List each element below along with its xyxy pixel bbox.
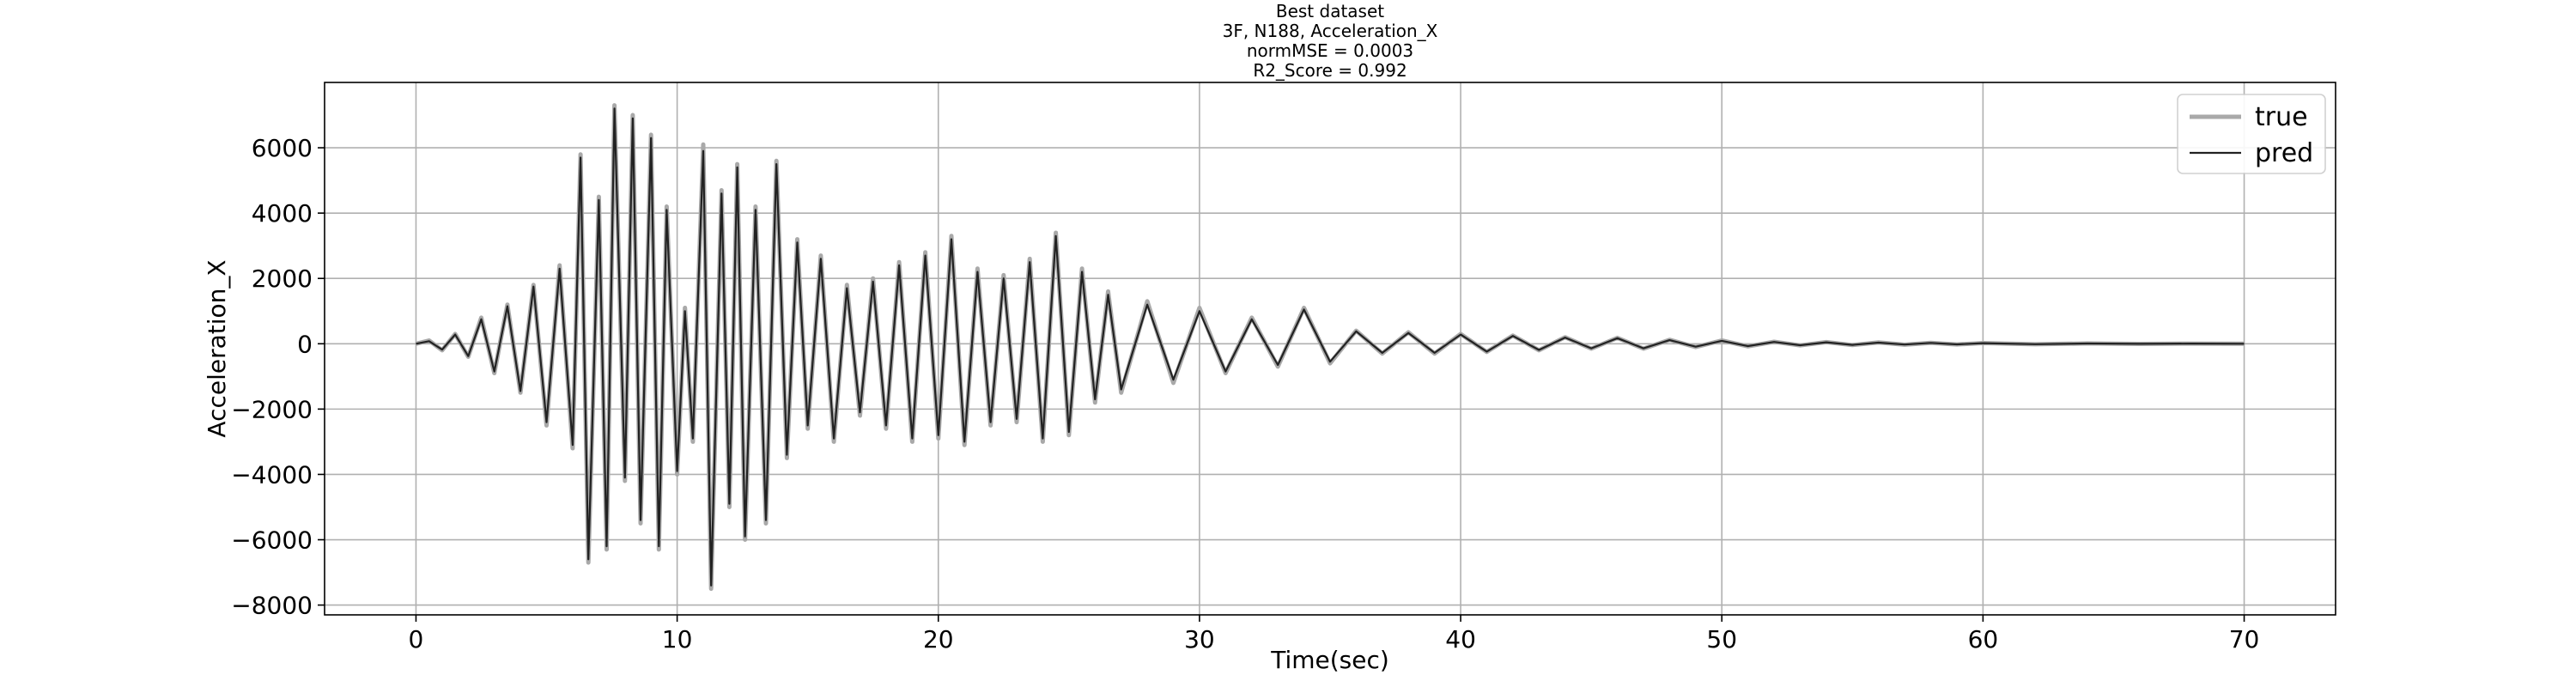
y-tick-label: −8000 [231, 592, 313, 620]
chart-title-line: normMSE = 0.0003 [1247, 40, 1413, 61]
y-tick-label: 0 [297, 330, 313, 358]
y-axis-ticks: −8000 −6000 −4000 −2000 0 2000 4000 6000 [231, 134, 325, 620]
chart-title-line: Best dataset [1276, 1, 1384, 21]
x-tick-label: 60 [1968, 625, 1999, 654]
chart-title-line: 3F, N188, Acceleration_X [1223, 21, 1438, 41]
x-tick-label: 40 [1445, 625, 1476, 654]
x-tick-label: 0 [409, 625, 424, 654]
y-tick-label: 4000 [252, 199, 313, 228]
x-axis-ticks: 0 10 20 30 40 50 60 70 [409, 615, 2260, 654]
x-axis-label: Time(sec) [1270, 646, 1389, 674]
y-tick-label: −2000 [231, 395, 313, 423]
series-lines [415, 103, 2245, 592]
y-axis-label: Acceleration_X [203, 259, 231, 437]
x-tick-label: 10 [662, 625, 693, 654]
plot-area-frame [324, 82, 2336, 616]
x-tick-label: 50 [1706, 625, 1737, 654]
x-tick-label: 70 [2229, 625, 2260, 654]
y-tick-label: −6000 [231, 526, 313, 555]
y-tick-label: 2000 [252, 264, 313, 293]
legend-label-true: true [2255, 102, 2308, 132]
y-tick-label: 6000 [252, 134, 313, 162]
series-line-true [415, 103, 2245, 592]
series-line-pred [416, 107, 2245, 587]
legend: true pred [2177, 94, 2326, 174]
y-tick-label: −4000 [231, 460, 313, 489]
x-tick-label: 20 [923, 625, 954, 654]
legend-label-pred: pred [2255, 138, 2313, 168]
chart-title-line: R2_Score = 0.992 [1253, 60, 1406, 81]
x-tick-label: 30 [1184, 625, 1215, 654]
